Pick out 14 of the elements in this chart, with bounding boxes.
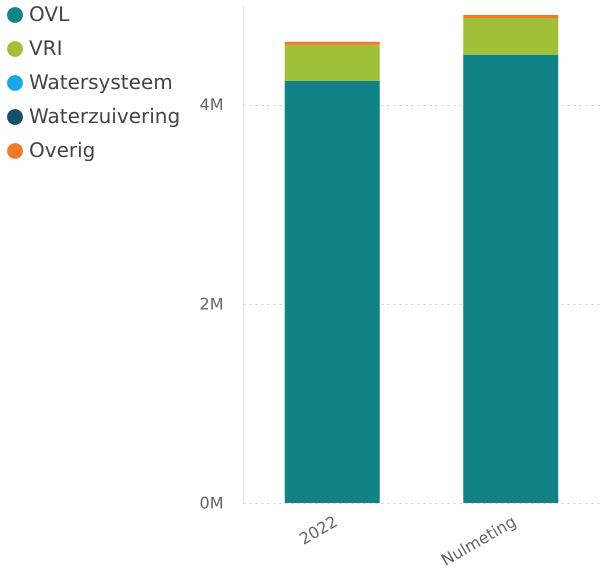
legend-label: VRI	[29, 36, 62, 60]
bar	[284, 42, 380, 45]
bar	[463, 14, 558, 18]
y-tick-label: 4M	[200, 95, 224, 114]
y-tick-label: 2M	[200, 294, 224, 314]
bar	[284, 80, 380, 503]
legend-label: Overig	[29, 138, 96, 162]
bar	[463, 18, 558, 55]
y-tick-label: 0M	[200, 494, 224, 512]
legend-label: OVL	[29, 2, 70, 26]
legend-label: Waterzuivering	[29, 104, 180, 128]
legend-label: Watersysteem	[29, 70, 173, 94]
bar	[284, 44, 380, 81]
bar	[463, 54, 558, 503]
